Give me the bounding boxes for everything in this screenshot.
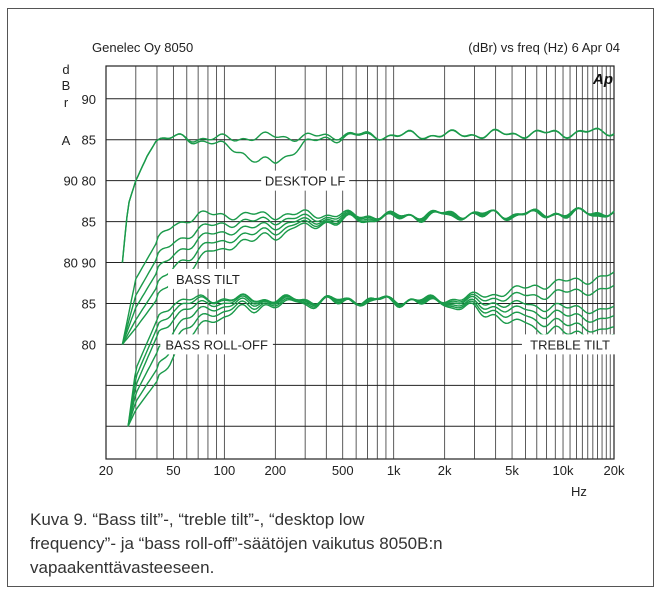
annotation-label: DESKTOP LF	[265, 174, 345, 189]
annotation-backdrop	[261, 170, 350, 191]
x-tick-label: 100	[214, 463, 236, 478]
series-line	[127, 295, 615, 427]
x-tick-label: 20k	[604, 463, 625, 478]
y-tick-label: 85	[82, 133, 96, 148]
x-axis-label: Hz	[571, 484, 587, 499]
caption-line-1: Kuva 9. “Bass tilt”-, “treble tilt”-, “d…	[30, 510, 365, 529]
x-tick-label: 1k	[387, 463, 401, 478]
y-axis-label-a: A	[62, 133, 71, 148]
series-line	[127, 295, 615, 427]
series-lines	[121, 127, 615, 427]
annotation-label: TREBLE TILT	[530, 337, 610, 352]
chart-header-left: Genelec Oy 8050	[92, 40, 193, 55]
frequency-response-chart: Genelec Oy 8050 (dBr) vs freq (Hz) 6 Apr…	[62, 40, 625, 499]
series-line	[121, 207, 615, 345]
y-tick-label: 90	[82, 92, 96, 107]
grid	[105, 65, 615, 460]
annotation-label: BASS TILT	[176, 272, 240, 287]
annotation-backdrop	[521, 334, 619, 355]
series-line	[127, 295, 615, 427]
annotation-label: BASS ROLL-OFF	[165, 337, 268, 352]
y-axis-label-d: d	[62, 62, 69, 77]
x-tick-label: 10k	[553, 463, 574, 478]
y-axis-label-b: B	[62, 78, 71, 93]
figure-caption: Kuva 9. “Bass tilt”-, “treble tilt”-, “d…	[30, 508, 630, 580]
x-tick-label: 5k	[505, 463, 519, 478]
y-tick-label: 85	[82, 215, 96, 230]
y-tick-label: 85	[82, 296, 96, 311]
chart-header-right: (dBr) vs freq (Hz) 6 Apr 04	[468, 40, 620, 55]
x-tick-label: 20	[99, 463, 113, 478]
figure-frame	[7, 8, 654, 587]
series-line	[121, 127, 615, 263]
x-tick-label: 500	[332, 463, 354, 478]
x-tick-label: 200	[264, 463, 286, 478]
y-tick-label: 80 90	[63, 256, 96, 271]
caption-line-2: frequency”- ja “bass roll-off”-säätöjen …	[30, 534, 443, 553]
annotation-backdrop	[168, 268, 248, 289]
caption-line-3: vapaakenttävasteeseen.	[30, 558, 215, 577]
x-tick-label: 50	[166, 463, 180, 478]
y-tick-label: 90 80	[63, 174, 96, 189]
ap-logo: Ap	[592, 71, 613, 88]
y-tick-label: 80	[82, 337, 96, 352]
annotation-backdrop	[160, 334, 273, 355]
y-axis-label-r: r	[64, 95, 69, 110]
x-tick-label: 2k	[438, 463, 452, 478]
chart-labels: Genelec Oy 8050 (dBr) vs freq (Hz) 6 Apr…	[62, 40, 625, 499]
